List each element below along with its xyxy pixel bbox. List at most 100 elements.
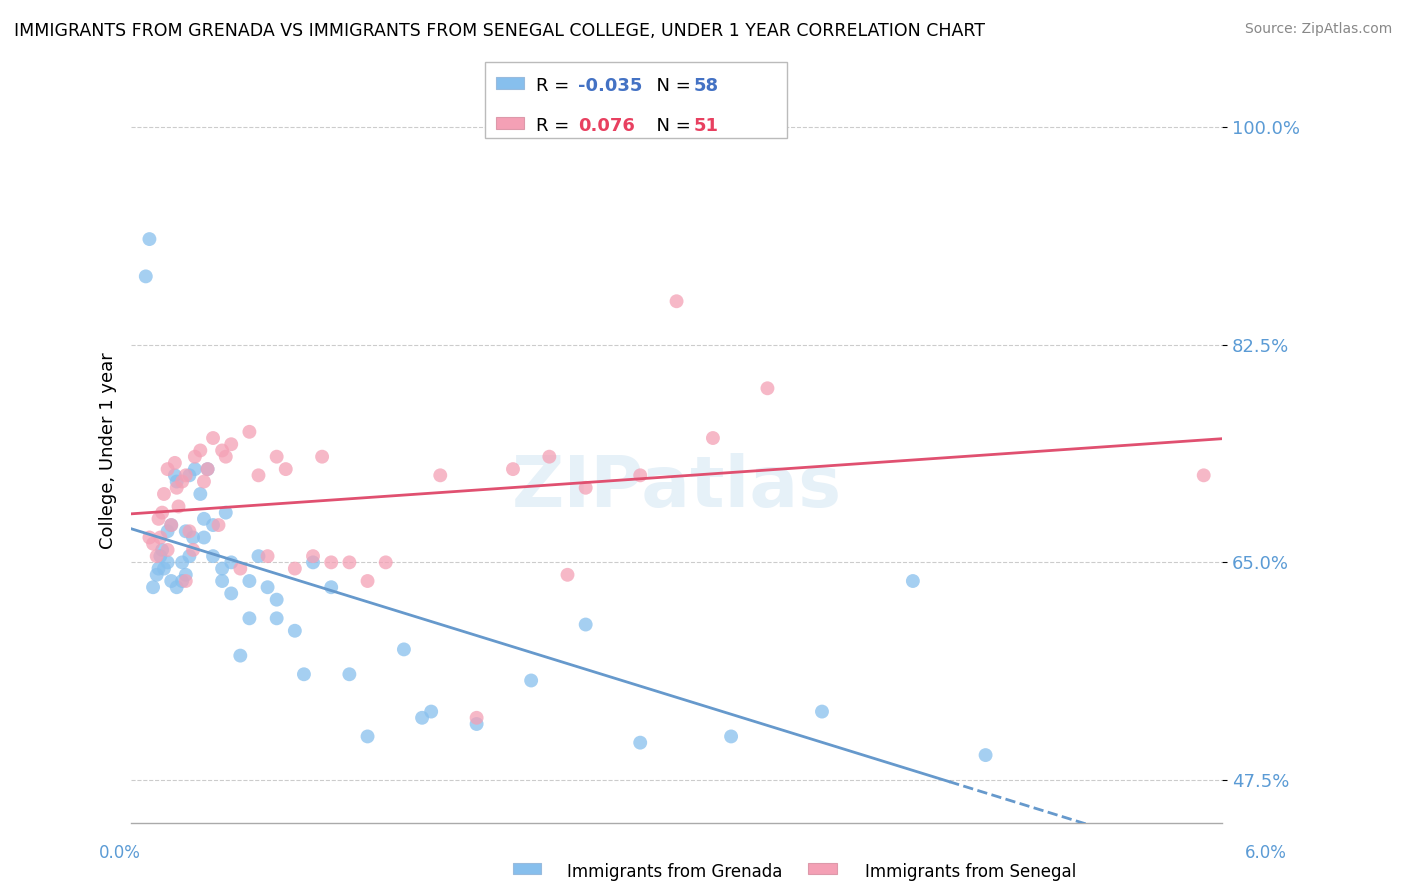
Point: [172, 475, 194, 489]
Point: [219, 555, 242, 569]
Point: [156, 524, 179, 539]
Point: [179, 468, 201, 483]
Point: [356, 574, 378, 588]
Point: [197, 462, 219, 476]
Point: [153, 487, 176, 501]
Point: [756, 381, 779, 395]
Point: [181, 543, 204, 558]
Point: [153, 561, 176, 575]
Text: Immigrants from Grenada: Immigrants from Grenada: [567, 863, 783, 880]
Point: [974, 748, 997, 763]
Point: [229, 648, 252, 663]
Point: [149, 549, 172, 563]
Point: [138, 531, 160, 545]
Point: [156, 543, 179, 558]
Point: [538, 450, 561, 464]
Text: ZIPatlas: ZIPatlas: [512, 453, 842, 522]
Point: [429, 468, 451, 483]
Point: [392, 642, 415, 657]
Point: [575, 481, 598, 495]
Point: [149, 531, 172, 545]
Point: [311, 450, 333, 464]
Point: [145, 549, 167, 563]
Point: [247, 468, 270, 483]
Point: [502, 462, 524, 476]
Text: IMMIGRANTS FROM GRENADA VS IMMIGRANTS FROM SENEGAL COLLEGE, UNDER 1 YEAR CORRELA: IMMIGRANTS FROM GRENADA VS IMMIGRANTS FR…: [14, 22, 986, 40]
Point: [274, 462, 297, 476]
Text: 0.076: 0.076: [578, 117, 634, 135]
Point: [266, 611, 288, 625]
Point: [193, 512, 215, 526]
Point: [665, 294, 688, 309]
Point: [720, 730, 742, 744]
Point: [174, 567, 197, 582]
Point: [156, 555, 179, 569]
Point: [238, 611, 260, 625]
Point: [901, 574, 924, 588]
Point: [356, 730, 378, 744]
Text: R =: R =: [536, 77, 575, 95]
Point: [142, 537, 165, 551]
Point: [420, 705, 443, 719]
Point: [188, 487, 211, 501]
Point: [163, 456, 186, 470]
Point: [256, 549, 278, 563]
Point: [337, 667, 360, 681]
Point: [207, 518, 229, 533]
Point: [138, 232, 160, 246]
Point: [156, 462, 179, 476]
Point: [202, 518, 225, 533]
Point: [150, 543, 173, 558]
Point: [247, 549, 270, 563]
Point: [811, 705, 834, 719]
Point: [179, 524, 201, 539]
Point: [219, 437, 242, 451]
Point: [557, 567, 579, 582]
Point: [184, 450, 207, 464]
Point: [166, 580, 188, 594]
Point: [465, 711, 488, 725]
Point: [160, 518, 183, 533]
Point: [174, 468, 197, 483]
Point: [374, 555, 396, 569]
Point: [179, 549, 201, 563]
Point: [266, 450, 288, 464]
Point: [465, 717, 488, 731]
Point: [184, 462, 207, 476]
Point: [256, 580, 278, 594]
Point: [215, 506, 238, 520]
Point: [148, 561, 170, 575]
Point: [193, 475, 215, 489]
Point: [142, 580, 165, 594]
Point: [202, 431, 225, 445]
Point: [302, 549, 325, 563]
Point: [135, 269, 157, 284]
Point: [229, 561, 252, 575]
Point: [174, 574, 197, 588]
Point: [188, 443, 211, 458]
Point: [150, 506, 173, 520]
Point: [202, 549, 225, 563]
Point: [160, 574, 183, 588]
Point: [302, 555, 325, 569]
Point: [160, 518, 183, 533]
Point: [181, 531, 204, 545]
Y-axis label: College, Under 1 year: College, Under 1 year: [100, 352, 117, 549]
Point: [702, 431, 724, 445]
Text: 0.0%: 0.0%: [98, 844, 141, 862]
Point: [148, 512, 170, 526]
Point: [211, 561, 233, 575]
Point: [1192, 468, 1215, 483]
Text: R =: R =: [536, 117, 575, 135]
Text: 6.0%: 6.0%: [1244, 844, 1286, 862]
Point: [197, 462, 219, 476]
Text: N =: N =: [645, 117, 697, 135]
Text: Source: ZipAtlas.com: Source: ZipAtlas.com: [1244, 22, 1392, 37]
Point: [219, 586, 242, 600]
Point: [172, 574, 194, 588]
Point: [238, 574, 260, 588]
Point: [166, 481, 188, 495]
Point: [292, 667, 315, 681]
Point: [163, 468, 186, 483]
Point: [211, 574, 233, 588]
